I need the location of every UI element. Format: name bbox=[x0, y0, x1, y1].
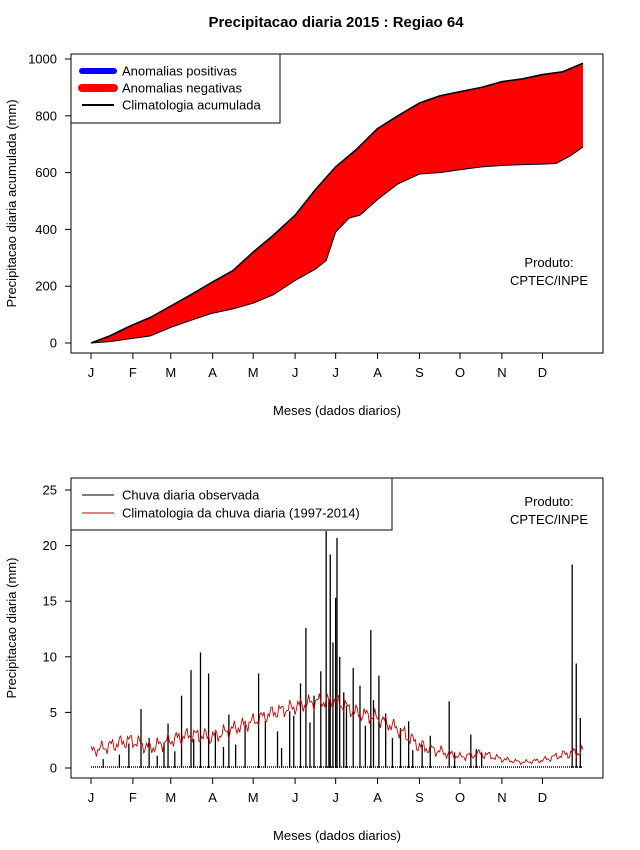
y-axis-label: Precipitacao diaria acumulada (mm) bbox=[4, 99, 19, 307]
x-tick-label: N bbox=[497, 790, 506, 805]
x-tick-label: J bbox=[88, 365, 95, 380]
legend-label: Chuva diaria observada bbox=[122, 488, 260, 503]
observed-cumulative-line bbox=[90, 146, 584, 344]
x-tick-label: A bbox=[208, 790, 217, 805]
plot-frame bbox=[70, 53, 604, 354]
y-tick-label: 1000 bbox=[28, 52, 57, 67]
x-tick-label: S bbox=[415, 365, 424, 380]
y-tick-label: 0 bbox=[50, 761, 57, 776]
x-tick-label: N bbox=[497, 365, 506, 380]
x-tick-label: J bbox=[332, 790, 339, 805]
x-tick-label: O bbox=[455, 365, 465, 380]
y-tick-label: 25 bbox=[43, 483, 57, 498]
y-tick-label: 5 bbox=[50, 705, 57, 720]
y-tick-label: 20 bbox=[43, 538, 57, 553]
legend-box bbox=[70, 477, 393, 531]
x-tick-label: M bbox=[248, 365, 259, 380]
x-tick-label: O bbox=[455, 790, 465, 805]
x-tick-label: M bbox=[165, 365, 176, 380]
x-tick-label: S bbox=[415, 790, 424, 805]
legend: Anomalias positivas Anomalias negativas Cl… bbox=[70, 53, 281, 124]
chart-main-title: Precipitacao diaria 2015 : Regiao 64 bbox=[208, 14, 464, 31]
legend-label: Climatologia da chuva diaria (1997-2014) bbox=[122, 506, 360, 521]
climatology-cumulative-line bbox=[90, 62, 584, 344]
x-tick-label: J bbox=[332, 365, 339, 380]
y-tick-label: 200 bbox=[35, 279, 57, 294]
y-tick-label: 10 bbox=[43, 649, 57, 664]
y-tick-label: 800 bbox=[35, 108, 57, 123]
x-tick-label: M bbox=[165, 790, 176, 805]
x-tick-label: M bbox=[248, 790, 259, 805]
x-tick-label: J bbox=[292, 365, 299, 380]
legend-label: Anomalias positivas bbox=[122, 64, 237, 79]
product-annotation: Produto: bbox=[524, 494, 573, 509]
x-tick-label: J bbox=[88, 790, 95, 805]
cumulative-precipitation-panel: 0 200 400 600 800 1000 J F M A M J J A S O N D Meses (dado… bbox=[4, 52, 604, 418]
x-tick-label: F bbox=[129, 365, 137, 380]
x-tick-label: A bbox=[373, 790, 382, 805]
legend: Chuva diaria observada Climatologia da ch… bbox=[70, 477, 393, 531]
x-tick-label: F bbox=[129, 790, 137, 805]
legend-label: Anomalias negativas bbox=[122, 81, 242, 96]
negative-anomaly-area bbox=[91, 63, 583, 344]
y-tick-label: 600 bbox=[35, 165, 57, 180]
x-axis-label: Meses (dados diarios) bbox=[273, 403, 401, 418]
product-annotation: CPTEC/INPE bbox=[510, 273, 588, 288]
product-annotation: Produto: bbox=[524, 255, 573, 270]
y-tick-label: 0 bbox=[50, 336, 57, 351]
daily-precipitation-panel: 0 5 10 15 20 25 J F M A M J J A S O N D Meses (dados diari… bbox=[4, 477, 604, 843]
y-tick-label: 15 bbox=[43, 594, 57, 609]
x-tick-label: J bbox=[292, 790, 299, 805]
x-tick-label: D bbox=[538, 790, 547, 805]
legend-label: Climatologia acumulada bbox=[122, 98, 262, 113]
x-tick-label: D bbox=[538, 365, 547, 380]
x-tick-label: A bbox=[208, 365, 217, 380]
x-tick-label: A bbox=[373, 365, 382, 380]
x-axis-label: Meses (dados diarios) bbox=[273, 828, 401, 843]
y-axis-label: Precipitacao diaria (mm) bbox=[4, 558, 19, 699]
climatology-daily-line bbox=[90, 693, 584, 766]
y-tick-label: 400 bbox=[35, 222, 57, 237]
product-annotation: CPTEC/INPE bbox=[510, 512, 588, 527]
